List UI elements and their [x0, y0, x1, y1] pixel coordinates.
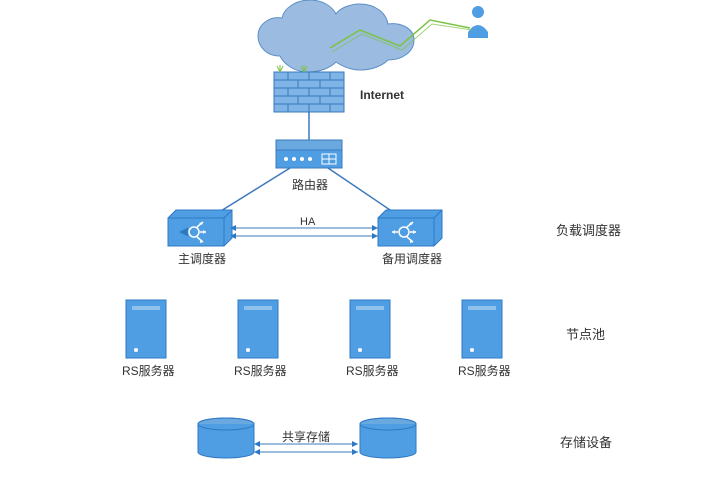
diagram-stage: Internet 路由器 HA 主调度器 备用调度器 RS服务器 RS服务器 R…	[0, 0, 708, 500]
rs-server-4-icon	[462, 300, 502, 358]
rs-server-2-label: RS服务器	[234, 362, 287, 379]
router-icon	[276, 140, 342, 168]
router-schedR-line	[328, 168, 396, 214]
tier-storage-label: 存储设备	[560, 432, 612, 451]
primary-scheduler-label: 主调度器	[178, 250, 226, 267]
rs-server-2-icon	[238, 300, 278, 358]
storage-disk-right-icon	[360, 418, 416, 458]
ha-label: HA	[300, 216, 315, 228]
backup-scheduler-icon	[378, 210, 442, 246]
rs-server-4-label: RS服务器	[458, 362, 511, 379]
diagram-svg	[0, 0, 708, 500]
backup-scheduler-label: 备用调度器	[382, 250, 442, 267]
rs-server-1-label: RS服务器	[122, 362, 175, 379]
primary-scheduler-icon	[168, 210, 232, 246]
shared-storage-label: 共享存储	[282, 428, 330, 445]
storage-disk-left-icon	[198, 418, 254, 458]
user-icon	[468, 6, 488, 38]
rs-server-3-icon	[350, 300, 390, 358]
firewall-icon	[274, 65, 344, 112]
internet-label: Internet	[360, 88, 404, 102]
rs-server-1-icon	[126, 300, 166, 358]
router-label: 路由器	[292, 176, 328, 193]
router-schedL-line	[216, 168, 290, 214]
cloud-icon	[258, 0, 414, 72]
rs-server-3-label: RS服务器	[346, 362, 399, 379]
tier-node-pool-label: 节点池	[566, 324, 605, 343]
tier-load-balancer-label: 负载调度器	[556, 220, 621, 239]
